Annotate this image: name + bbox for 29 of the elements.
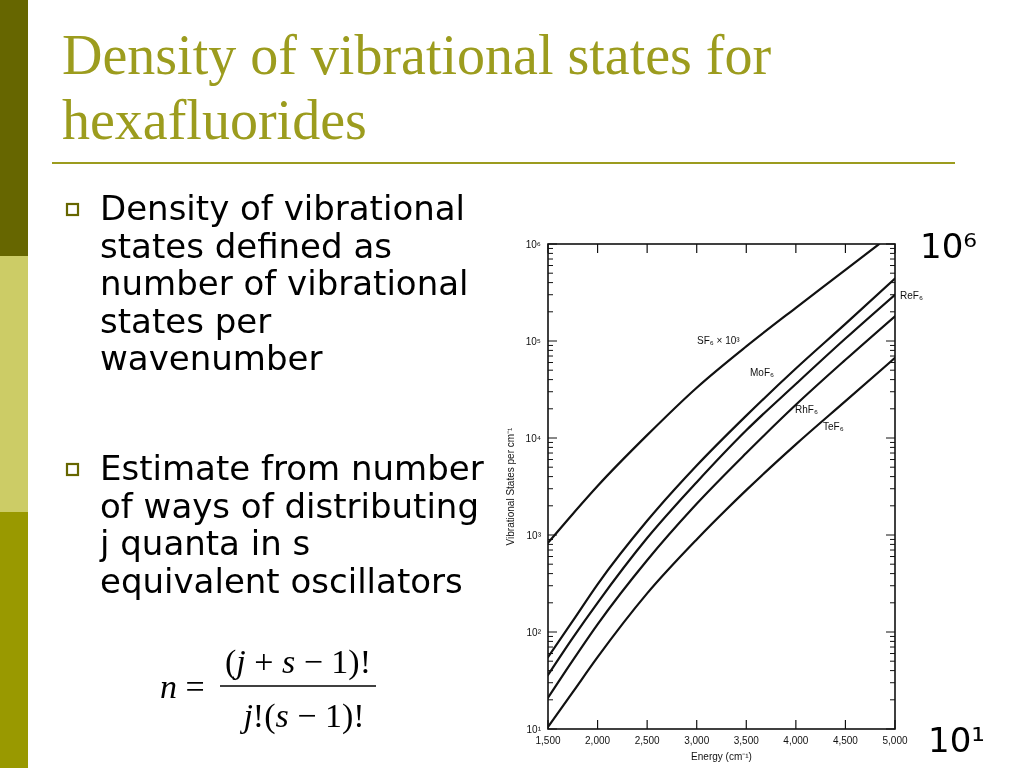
series-label: MoF₆ — [750, 366, 775, 378]
chart-title: Density of vibrational states for hexafluorides — [62, 24, 786, 151]
text: j!(s − 1)! — [239, 697, 365, 735]
y-axis-title: Vibrational States per cm⁻¹ — [505, 426, 516, 546]
x-tick-label: 1,500 — [535, 735, 561, 746]
x-tick-label: 3,500 — [733, 735, 760, 746]
series-label: TeF₆ — [823, 420, 844, 432]
y-tick-label: 10⁴ — [525, 432, 541, 444]
series-label: RhF₆ — [795, 403, 818, 415]
text: Density of vibrational states defined as number of vibrational states per wavenumber — [100, 188, 480, 378]
x-axis-title: Energy (cm⁻¹) — [691, 751, 752, 762]
y-tick-label: 10² — [526, 626, 542, 638]
y-tick-label: 10⁶ — [525, 238, 541, 250]
text: Estimate from number of ways of distributing j quanta in s equivalent oscillators — [99, 448, 495, 601]
legend-label: ReF₆ — [900, 290, 923, 302]
x-tick-label: 3,000 — [684, 735, 710, 746]
y-tick-label: 10¹ — [526, 723, 542, 735]
x-tick-label: 2,000 — [585, 735, 611, 746]
series-label: SF₆ × 10³ — [697, 334, 741, 346]
text: (j + s − 1)! — [224, 643, 372, 681]
text: 10¹ — [928, 720, 985, 760]
x-tick-label: 2,500 — [634, 735, 661, 746]
y-tick-label: 10³ — [526, 529, 542, 541]
text: n = — [160, 668, 205, 705]
x-tick-label: 4,500 — [832, 735, 859, 746]
x-tick-label: 5,000 — [882, 735, 908, 746]
text: 10⁶ — [920, 226, 977, 266]
y-tick-label: 10⁵ — [525, 335, 541, 347]
x-tick-label: 4,000 — [783, 735, 809, 746]
